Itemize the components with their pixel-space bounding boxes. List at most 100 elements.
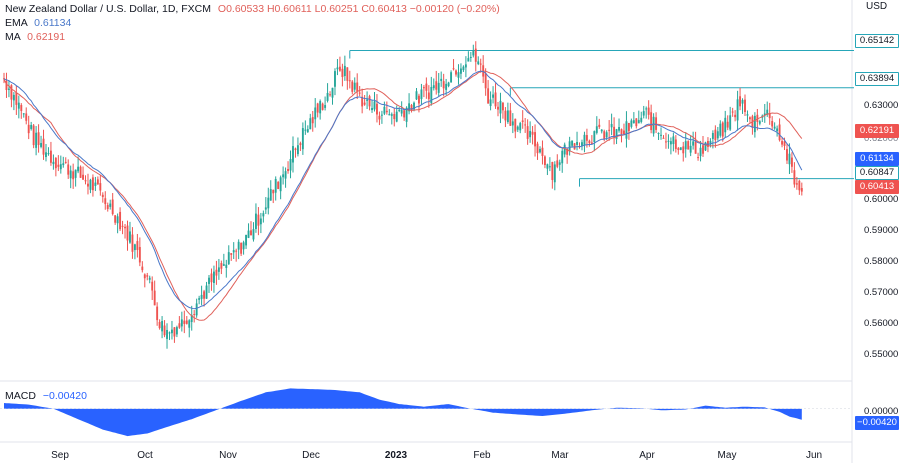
candle-body (69, 170, 72, 179)
candle-body (499, 100, 502, 114)
candle-body (704, 142, 707, 151)
candle-body (129, 231, 131, 243)
candle-body (205, 285, 208, 299)
candle-body (180, 319, 183, 327)
candle-body (642, 111, 645, 116)
ma-badge: 0.62191 (855, 124, 899, 138)
candle-body (665, 141, 667, 143)
level-badge-middle: 0.63894 (855, 72, 899, 86)
candle-body (729, 115, 732, 130)
candle-body (610, 123, 613, 128)
candle-body (731, 111, 734, 113)
legend-ema[interactable]: EMA 0.61134 (5, 17, 71, 30)
candle-body (655, 117, 658, 130)
candle-body (568, 141, 571, 152)
candle-body (136, 241, 139, 250)
candle-body (573, 143, 576, 150)
candle-body (163, 325, 166, 336)
candle-body (89, 179, 92, 190)
candle-body (716, 131, 719, 139)
candle-body (111, 199, 114, 215)
candle-body (32, 125, 35, 146)
candle-body (667, 140, 670, 142)
candle-body (509, 110, 512, 126)
candle-body (109, 203, 112, 207)
candle-body (457, 72, 460, 78)
candle-body (225, 264, 228, 268)
candle-body (30, 124, 33, 129)
candle-body (558, 162, 561, 165)
candle-body (669, 141, 672, 145)
candle-body (131, 234, 134, 252)
candle-body (585, 135, 588, 141)
candle-body (390, 114, 393, 116)
candle-body (178, 323, 181, 328)
candle-body (277, 181, 280, 189)
candle-body (519, 123, 522, 131)
candle-body (22, 113, 25, 115)
legend-macd[interactable]: MACD −0.00420 (5, 390, 87, 403)
candle-body (301, 128, 304, 150)
candle-body (561, 150, 564, 164)
candle-body (203, 291, 206, 299)
candle-body (316, 103, 319, 113)
candle-body (398, 109, 401, 111)
x-tick: Jun (805, 450, 823, 461)
candle-body (324, 105, 327, 108)
candle-body (682, 146, 685, 154)
candle-body (689, 145, 692, 153)
candle-body (432, 85, 435, 89)
candle-body (605, 132, 608, 138)
candle-body (47, 153, 50, 155)
candle-body (524, 124, 527, 126)
candle-body (442, 81, 445, 89)
candle-body (17, 102, 20, 109)
candle-body (660, 134, 662, 136)
candle-body (87, 183, 89, 187)
candle-body (198, 298, 201, 300)
candle-body (264, 207, 267, 210)
candle-body (195, 303, 198, 316)
candle-body (200, 294, 203, 299)
candle-body (10, 85, 13, 100)
candle-body (296, 145, 299, 155)
candle-body (460, 68, 462, 74)
candle-body (734, 114, 737, 118)
candle-body (116, 216, 119, 224)
candle-body (96, 179, 99, 185)
candle-body (546, 164, 549, 169)
candle-body (272, 189, 275, 194)
candle-body (158, 321, 161, 329)
x-tick: Nov (219, 450, 237, 461)
candle-body (694, 141, 697, 154)
candle-body (171, 329, 173, 334)
legend-ma[interactable]: MA 0.62191 (5, 31, 65, 44)
candle-body (647, 107, 650, 115)
candle-body (618, 127, 620, 131)
candle-body (175, 327, 178, 335)
candle-body (771, 121, 774, 127)
candle-body (657, 133, 660, 135)
candle-body (356, 82, 359, 92)
candle-body (709, 140, 712, 145)
candle-body (529, 131, 532, 138)
candle-body (27, 124, 30, 134)
candle-body (385, 110, 388, 113)
candle-body (242, 242, 245, 250)
candle-body (400, 110, 403, 114)
candle-body (613, 126, 616, 138)
candle-body (52, 161, 55, 165)
candle-body (358, 92, 361, 94)
candle-body (121, 225, 124, 227)
candle-body (153, 290, 156, 306)
candle-body (166, 329, 168, 339)
candle-body (257, 214, 260, 226)
candle-body (213, 271, 215, 283)
symbol-title: New Zealand Dollar / U.S. Dollar, 1D, FX… (5, 3, 211, 15)
ema-value: 0.61134 (34, 17, 72, 29)
candle-body (151, 281, 154, 291)
candle-body (637, 120, 640, 124)
candle-body (267, 197, 270, 209)
candle-body (252, 229, 255, 240)
